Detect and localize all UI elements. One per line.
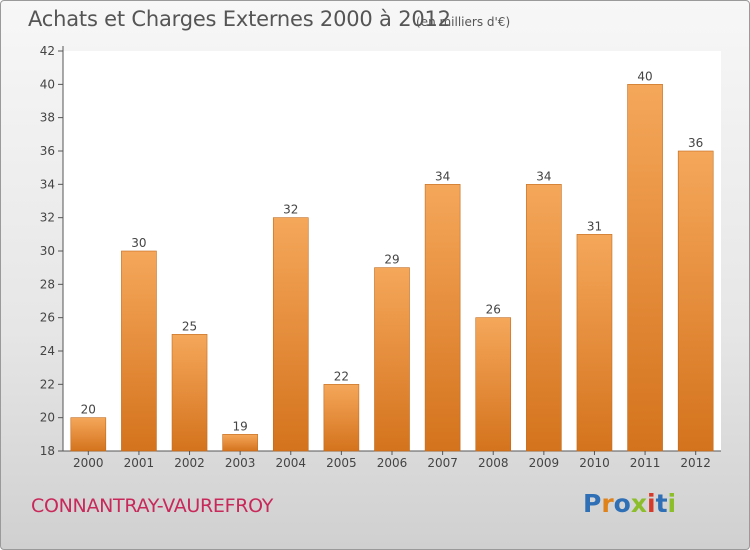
bar [374,267,410,452]
x-tick-label: 2002 [174,456,205,470]
bar [677,150,714,452]
bar-value-label: 30 [131,236,146,250]
bar-value-label: 19 [233,419,248,433]
x-tick-label: 2007 [427,456,458,470]
x-tick-label: 2010 [579,456,610,470]
logo-letter: P [583,489,602,518]
bar-value-label: 40 [637,69,652,83]
x-tick-label: 2003 [225,456,256,470]
y-tick-label: 26 [40,311,55,325]
y-tick-label: 20 [40,411,55,425]
x-tick-label: 2006 [377,456,408,470]
chart-title: Achats et Charges Externes 2000 à 2012 [28,7,451,31]
y-tick-label: 34 [40,177,55,191]
bar [121,250,157,452]
logo-letter: x [630,489,647,518]
x-tick-label: 2008 [478,456,509,470]
proxiti-logo: Proxiti [583,489,676,518]
y-tick-label: 40 [40,77,55,91]
bar-value-label: 34 [435,169,450,183]
y-tick-label: 42 [40,44,55,58]
logo-letter: i [647,489,656,518]
bar-value-label: 20 [81,403,96,417]
commune-name: CONNANTRAY-VAUREFROY [31,495,274,517]
bar [70,417,107,452]
logo-letter: r [601,489,614,518]
y-tick-label: 22 [40,377,55,391]
y-tick-label: 24 [40,344,55,358]
bar [323,384,360,452]
x-tick-label: 2011 [630,456,661,470]
x-tick-label: 2012 [680,456,711,470]
bar-value-label: 36 [688,136,703,150]
bar [627,84,663,452]
bar [475,317,512,452]
y-tick-label: 28 [40,277,55,291]
y-tick-label: 32 [40,211,55,225]
bar [222,434,258,452]
bar [272,217,309,452]
bar-value-label: 25 [182,319,197,333]
y-tick-label: 36 [40,144,55,158]
bar-value-label: 26 [486,303,501,317]
y-tick-label: 30 [40,244,55,258]
logo-letter: o [613,489,631,518]
x-tick-label: 2004 [275,456,306,470]
x-tick-label: 2005 [326,456,357,470]
chart-subtitle: (en milliers d'€) [416,15,511,29]
bar-value-label: 34 [536,169,551,183]
bar [424,184,461,452]
bar [171,334,208,452]
x-tick-label: 2000 [73,456,104,470]
y-tick-label: 18 [40,444,55,458]
bar-value-label: 29 [384,253,399,267]
x-tick-label: 2009 [529,456,560,470]
x-tick-label: 2001 [124,456,155,470]
bar-value-label: 32 [283,203,298,217]
logo-letter: t [655,489,668,518]
y-tick-label: 38 [40,111,55,125]
bar [526,184,562,452]
logo-letter: i [667,489,677,518]
bar [576,234,613,452]
bar-value-label: 31 [587,219,602,233]
bar-value-label: 22 [334,369,349,383]
